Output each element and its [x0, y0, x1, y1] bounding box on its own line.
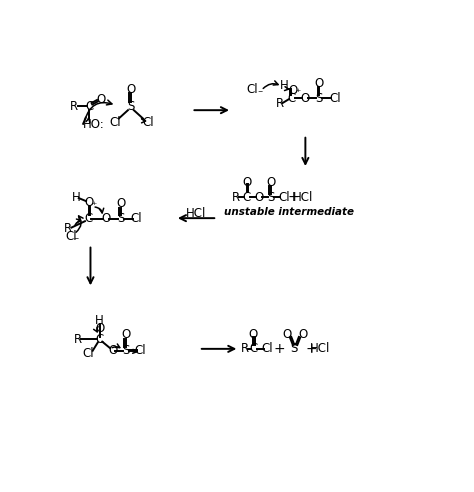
Text: HCl: HCl	[293, 191, 313, 204]
Text: R: R	[70, 100, 78, 113]
Text: C: C	[287, 92, 296, 105]
Text: O: O	[101, 213, 111, 225]
Text: O: O	[84, 196, 93, 209]
Text: C: C	[96, 333, 104, 346]
Text: Cl: Cl	[143, 116, 155, 129]
Text: Cl: Cl	[329, 92, 341, 105]
Text: O: O	[116, 197, 126, 210]
Text: O: O	[288, 84, 297, 96]
Text: C: C	[243, 191, 251, 204]
Text: H: H	[72, 191, 80, 204]
Text: O: O	[95, 322, 104, 335]
Text: O: O	[108, 344, 117, 357]
Text: O: O	[266, 176, 275, 188]
Text: Cl: Cl	[109, 116, 121, 129]
Text: +: +	[288, 190, 300, 204]
Text: $^{+}$: $^{+}$	[91, 200, 98, 209]
Text: R: R	[64, 222, 73, 235]
Text: HCl: HCl	[186, 207, 207, 220]
Text: O: O	[242, 176, 251, 188]
Text: O: O	[121, 328, 130, 341]
Text: R: R	[241, 342, 249, 355]
Text: O: O	[300, 92, 309, 105]
Text: O: O	[315, 77, 324, 90]
Text: R: R	[275, 97, 284, 110]
Text: Cl: Cl	[65, 230, 77, 243]
Text: $^{-}$: $^{-}$	[257, 88, 264, 96]
Text: S: S	[267, 191, 274, 204]
Text: Cl: Cl	[261, 342, 273, 355]
Text: Cl: Cl	[278, 191, 290, 204]
Text: S: S	[117, 213, 125, 225]
Text: H: H	[280, 79, 289, 92]
Text: +: +	[273, 342, 285, 356]
Text: $^{-}$: $^{-}$	[73, 235, 80, 244]
Text: C: C	[250, 342, 258, 355]
Text: S: S	[316, 92, 323, 105]
Text: S: S	[291, 342, 298, 355]
Text: O: O	[283, 328, 292, 341]
Text: S: S	[127, 100, 135, 113]
Text: HCl: HCl	[310, 342, 330, 355]
Text: O: O	[96, 93, 105, 106]
Text: R: R	[231, 191, 240, 204]
Text: unstable intermediate: unstable intermediate	[224, 208, 354, 217]
Text: H: H	[95, 314, 104, 327]
Text: Cl: Cl	[134, 344, 146, 357]
Text: Cl: Cl	[246, 83, 258, 96]
Text: HO:: HO:	[82, 119, 104, 131]
Text: Cl: Cl	[83, 347, 94, 360]
Text: C: C	[85, 100, 93, 113]
Text: $^{+}$: $^{+}$	[295, 88, 301, 97]
Text: O: O	[254, 191, 264, 204]
Text: R: R	[73, 333, 82, 346]
Text: O: O	[126, 83, 136, 96]
Text: O: O	[248, 328, 258, 341]
Text: O: O	[298, 328, 308, 341]
Text: C: C	[84, 213, 93, 225]
Text: Cl: Cl	[130, 213, 142, 225]
Text: S: S	[122, 344, 129, 357]
Text: +: +	[305, 342, 317, 356]
